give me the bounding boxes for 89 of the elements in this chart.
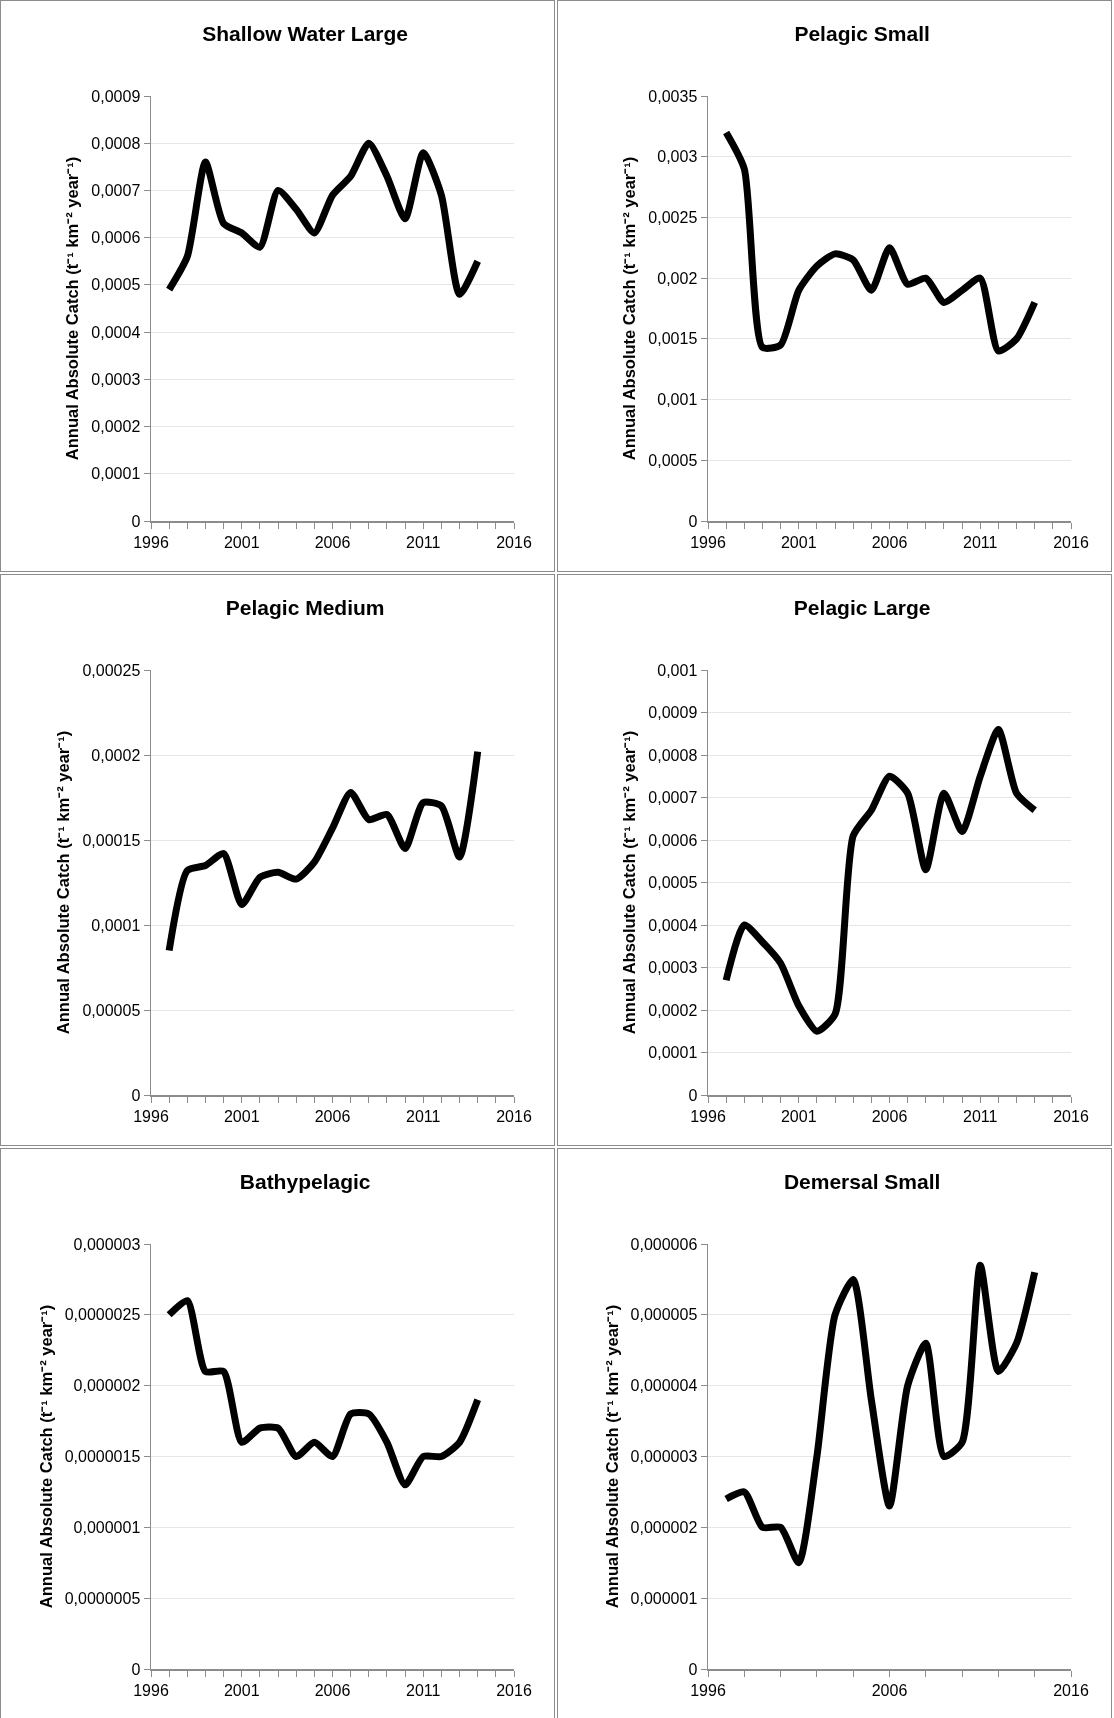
y-tick-label: 0,0007 (648, 789, 698, 807)
x-tick-label: 2016 (1053, 1107, 1089, 1125)
y-tick-label: 0,0002 (91, 418, 141, 436)
y-tick-label: 0,00025 (82, 661, 141, 679)
x-tick-label: 2016 (1053, 1681, 1089, 1699)
y-tick-label: 0,00005 (82, 1001, 141, 1019)
y-tick-label: 0 (131, 1086, 141, 1104)
chart-title: Pelagic Large (793, 596, 931, 620)
y-tick-label: 0,0006 (648, 831, 698, 849)
y-tick-label: 0,0007 (91, 182, 141, 200)
x-tick-label: 1996 (133, 1107, 169, 1125)
y-tick-label: 0,0009 (648, 704, 698, 722)
x-tick-label: 2011 (406, 533, 441, 551)
y-tick-label: 0,0002 (91, 746, 141, 764)
y-tick-label: 0,000006 (630, 1235, 698, 1253)
y-tick-label: 0,0008 (648, 746, 698, 764)
x-tick-label: 1996 (133, 1681, 169, 1699)
y-axis-title: Annual Absolute Catch (t⁻¹ km⁻² year⁻¹) (620, 730, 639, 1035)
y-tick-label: 0,003 (657, 148, 698, 166)
y-tick-label: 0,0005 (91, 276, 141, 294)
chart-title: Demersal Small (783, 1170, 941, 1194)
y-tick-label: 0,000002 (630, 1518, 698, 1536)
y-axis-title: Annual Absolute Catch (t⁻¹ km⁻² year⁻¹) (602, 1304, 621, 1609)
x-tick-label: 2006 (314, 1107, 351, 1125)
y-tick-label: 0,002 (657, 269, 698, 287)
y-tick-label: 0,000002 (73, 1377, 141, 1395)
x-tick-label: 2001 (223, 1681, 260, 1699)
x-tick-label: 2011 (406, 1107, 441, 1125)
x-tick-label: 2011 (406, 1681, 441, 1699)
y-tick-label: 0,0004 (91, 323, 141, 341)
x-tick-label: 2016 (496, 1681, 532, 1699)
y-tick-label: 0,0004 (648, 916, 698, 934)
y-tick-label: 0,0008 (91, 134, 141, 152)
x-tick-label: 2016 (1053, 533, 1089, 551)
x-tick-label: 1996 (690, 1107, 726, 1125)
y-tick-label: 0,0015 (648, 330, 698, 348)
y-axis-title: Annual Absolute Catch (t⁻¹ km⁻² year⁻¹) (620, 156, 639, 461)
y-axis-title: Annual Absolute Catch (t⁻¹ km⁻² year⁻¹) (36, 1304, 55, 1609)
y-tick-label: 0,0005 (648, 874, 698, 892)
x-tick-label: 2001 (780, 533, 817, 551)
y-tick-label: 0,0009 (91, 87, 141, 105)
y-tick-label: 0,000003 (73, 1235, 141, 1253)
chart-title: Pelagic Small (794, 22, 930, 46)
x-tick-label: 1996 (690, 1681, 726, 1699)
chart-title: Pelagic Medium (225, 596, 385, 620)
x-tick-label: 2006 (871, 1681, 908, 1699)
y-tick-label: 0,0025 (648, 209, 698, 227)
x-tick-label: 2006 (314, 533, 351, 551)
y-tick-label: 0 (131, 512, 141, 530)
y-tick-label: 0,0003 (91, 370, 141, 388)
y-tick-label: 0,000001 (73, 1518, 141, 1536)
chart-title: Bathypelagic (239, 1170, 371, 1194)
x-tick-label: 2001 (223, 1107, 260, 1125)
y-tick-label: 0,0003 (648, 959, 698, 977)
y-tick-label: 0,0001 (91, 465, 141, 483)
chart-title: Shallow Water Large (202, 22, 409, 46)
y-tick-label: 0,0002 (648, 1001, 698, 1019)
y-tick-label: 0 (131, 1660, 141, 1678)
y-tick-label: 0 (688, 1660, 698, 1678)
y-tick-label: 0 (688, 512, 698, 530)
y-tick-label: 0,0001 (648, 1044, 698, 1062)
y-tick-label: 0,0035 (648, 87, 698, 105)
x-tick-label: 2011 (963, 533, 998, 551)
y-tick-label: 0,000003 (630, 1448, 698, 1466)
y-tick-label: 0,0006 (91, 229, 141, 247)
y-tick-label: 0,0005 (648, 451, 698, 469)
x-tick-label: 2006 (314, 1681, 351, 1699)
y-tick-label: 0 (688, 1086, 698, 1104)
x-tick-label: 1996 (133, 533, 169, 551)
y-tick-label: 0,000001 (630, 1589, 698, 1607)
y-tick-label: 0,001 (657, 661, 698, 679)
y-tick-label: 0,001 (657, 391, 698, 409)
y-tick-label: 0,0000015 (64, 1448, 141, 1466)
y-tick-label: 0,0000025 (64, 1306, 141, 1324)
x-tick-label: 2001 (780, 1107, 817, 1125)
x-tick-label: 2016 (496, 1107, 532, 1125)
y-tick-label: 0,00015 (82, 831, 141, 849)
x-tick-label: 2001 (223, 533, 260, 551)
x-tick-label: 2011 (963, 1107, 998, 1125)
x-tick-label: 2006 (871, 533, 908, 551)
x-tick-label: 2016 (496, 533, 532, 551)
x-tick-label: 2006 (871, 1107, 908, 1125)
y-axis-title: Annual Absolute Catch (t⁻¹ km⁻² year⁻¹) (54, 730, 73, 1035)
y-tick-label: 0,0001 (91, 916, 141, 934)
y-tick-label: 0,000004 (630, 1377, 698, 1395)
y-tick-label: 0,000005 (630, 1306, 698, 1324)
x-tick-label: 1996 (690, 533, 726, 551)
y-tick-label: 0,0000005 (64, 1589, 141, 1607)
y-axis-title: Annual Absolute Catch (t⁻¹ km⁻² year⁻¹) (63, 156, 82, 461)
